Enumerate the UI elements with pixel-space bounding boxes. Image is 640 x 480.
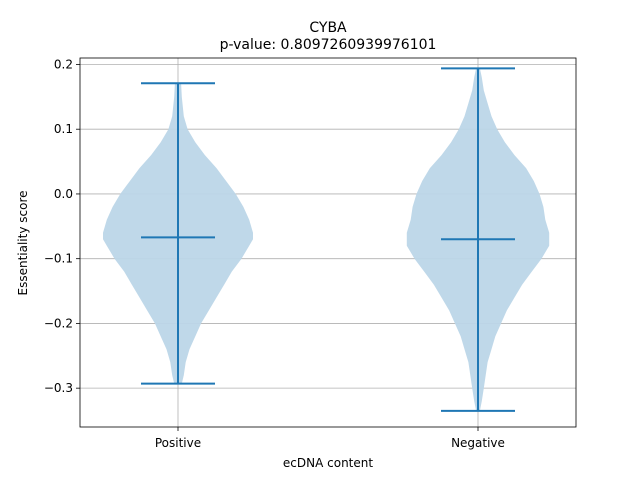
chart-subtitle: p-value: 0.8097260939976101 (220, 37, 437, 53)
y-tick-label: 0.2 (54, 57, 73, 71)
chart-title: CYBA (309, 20, 347, 36)
axes: 0.2 0.1 0.0 −0.1 −0.2 −0.3 Positive Negative (44, 57, 577, 450)
y-tick-label: 0.0 (54, 187, 73, 201)
y-tick-label: 0.1 (54, 122, 73, 136)
y-tick-label: −0.2 (44, 316, 73, 330)
x-tick-label-positive: Positive (155, 436, 201, 450)
plot-frame (79, 57, 577, 428)
x-axis-label: ecDNA content (283, 456, 373, 470)
y-tick-label: −0.1 (44, 252, 73, 266)
y-axis-label: Essentiality score (16, 191, 30, 296)
y-tick-label: −0.3 (44, 381, 73, 395)
x-tick-label-negative: Negative (451, 436, 505, 450)
violins (103, 67, 550, 412)
